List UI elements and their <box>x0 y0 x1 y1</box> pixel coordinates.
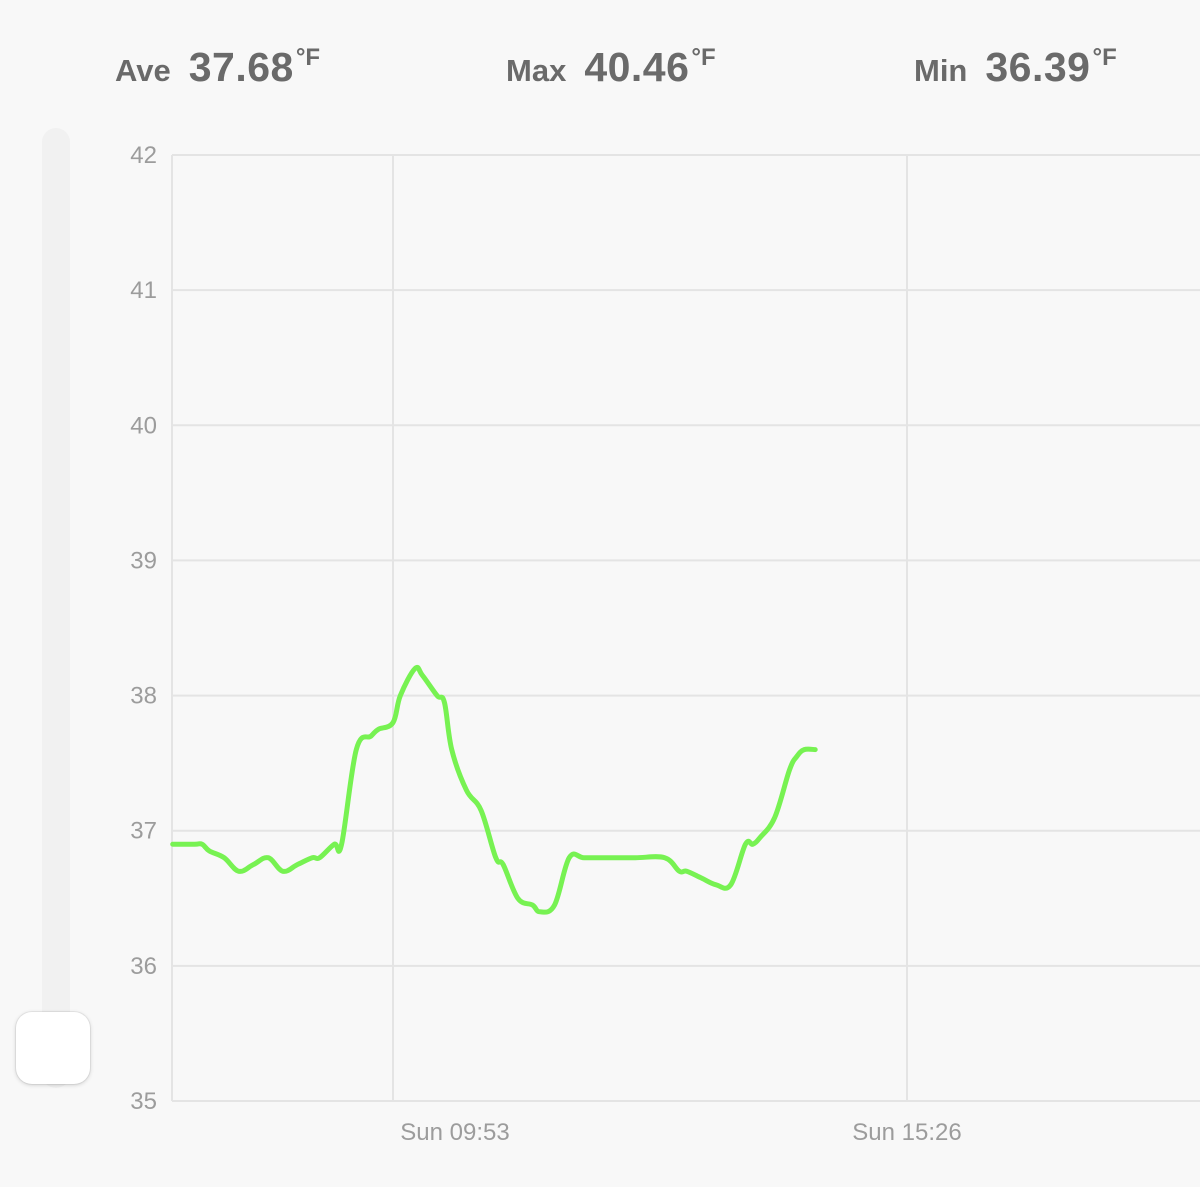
y-tick-label-3: 38 <box>130 683 157 710</box>
stats-bar: Ave 37.68 °F Max 40.46 °F Min 36.39 °F <box>0 44 1200 104</box>
y-tick-label-2: 37 <box>130 818 157 845</box>
series-layer <box>170 664 818 915</box>
y-tick-label-0: 35 <box>130 1088 157 1115</box>
average-unit: °F <box>295 44 321 71</box>
zoom-slider-thumb[interactable] <box>16 1012 90 1084</box>
y-tick-label-4: 39 <box>130 547 157 574</box>
max-label: Max <box>506 53 567 88</box>
y-tick-label-5: 40 <box>130 412 157 439</box>
y-tick-label-1: 36 <box>130 953 157 980</box>
min-stat: Min 36.39 °F <box>914 44 1117 91</box>
y-tick-label-7: 42 <box>130 142 157 169</box>
max-stat: Max 40.46 °F <box>506 44 716 91</box>
temperature-series-line-0 <box>170 664 818 915</box>
x-tick-label-0: Sun 09:53 <box>400 1119 509 1146</box>
y-tick-label-6: 41 <box>130 277 157 304</box>
max-value: 40.46 <box>584 44 690 90</box>
min-unit: °F <box>1092 44 1117 71</box>
average-value: 37.68 <box>188 44 294 90</box>
average-stat: Ave 37.68 °F <box>115 44 320 91</box>
average-label: Ave <box>115 53 171 88</box>
zoom-slider-track[interactable] <box>42 128 70 1088</box>
max-unit: °F <box>691 44 716 71</box>
x-tick-label-1: Sun 15:26 <box>852 1119 961 1146</box>
y-axis-ticks: 35 36 37 38 39 40 41 42 <box>130 142 157 1115</box>
min-label: Min <box>914 53 968 88</box>
min-value: 36.39 <box>985 44 1091 90</box>
x-axis-ticks: Sun 09:53 Sun 15:26 <box>400 1119 961 1146</box>
chart-grid <box>171 154 1200 1102</box>
